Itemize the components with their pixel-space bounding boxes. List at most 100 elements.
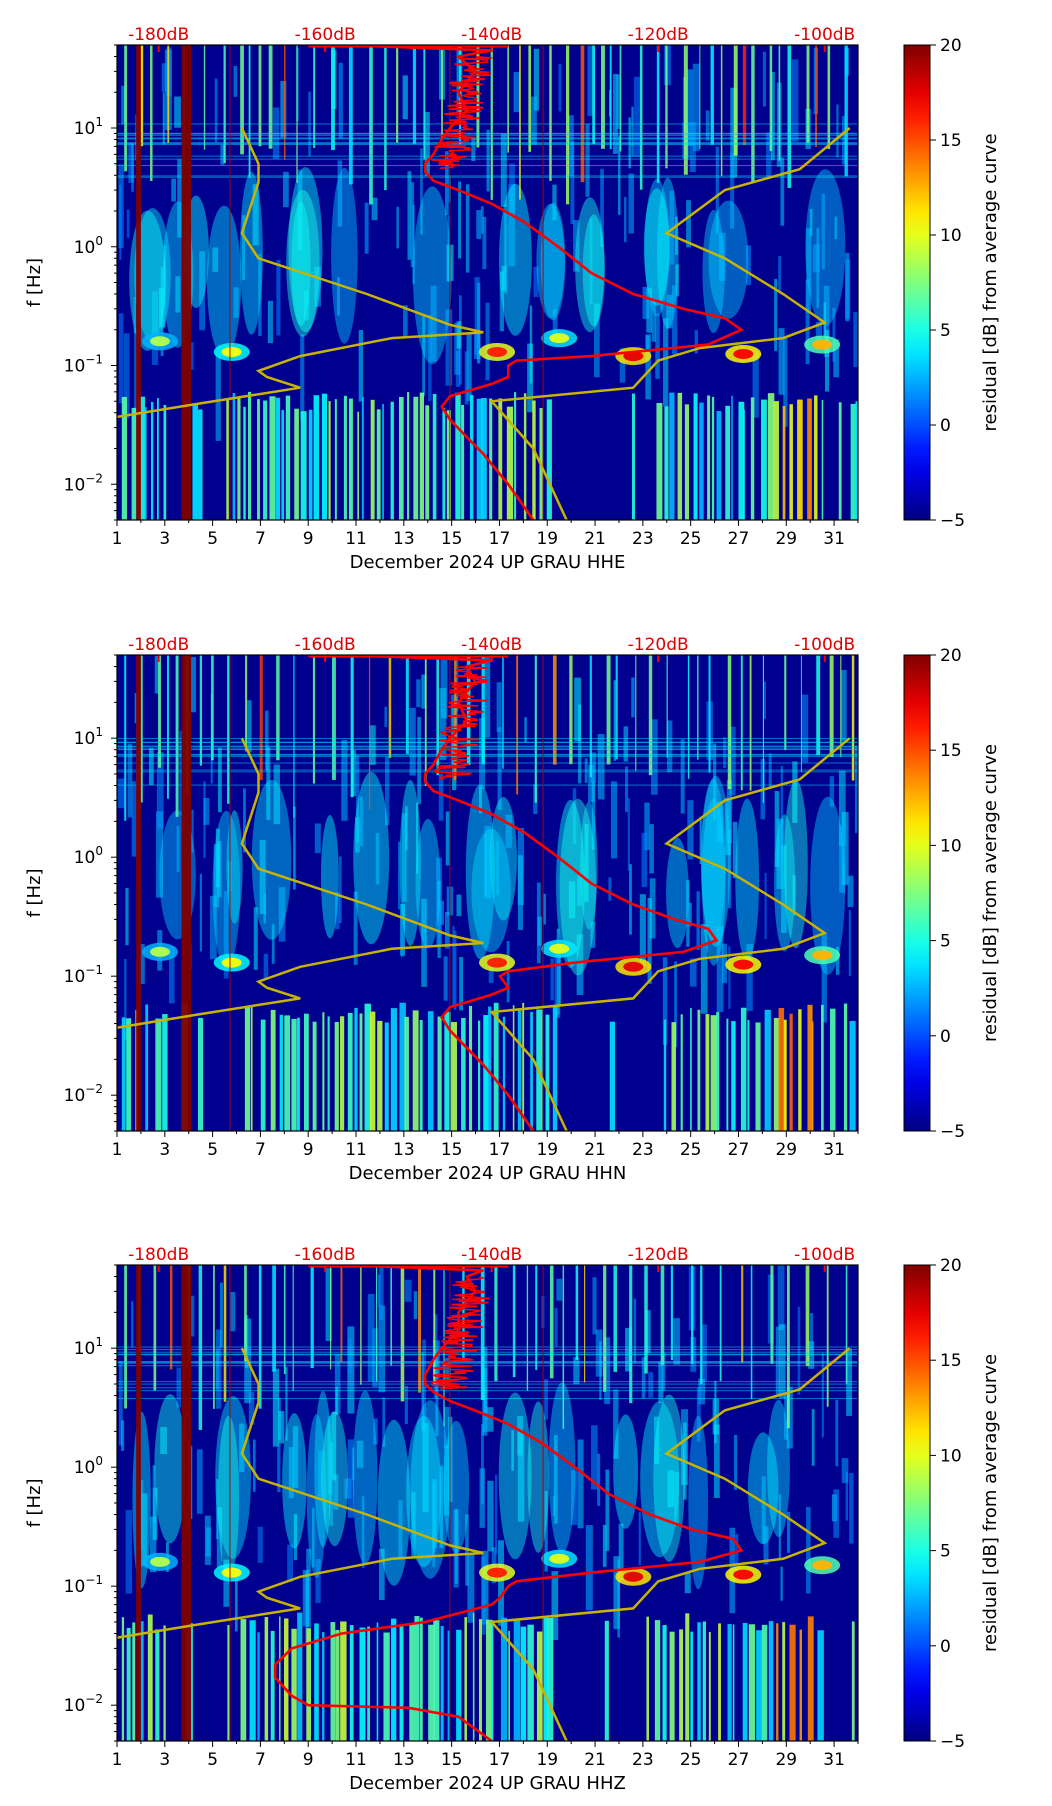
high-frequency-band	[615, 655, 618, 760]
spectrogram-cell	[484, 825, 492, 899]
low-frequency-band	[807, 398, 812, 520]
spectrogram-cell	[353, 891, 358, 965]
spectrogram-cell	[669, 190, 675, 265]
high-frequency-band	[396, 45, 399, 143]
x-tick-label: 17	[489, 1140, 511, 1160]
spectrogram-cell	[242, 215, 246, 280]
high-frequency-band	[787, 45, 792, 188]
x-tick-label: 9	[303, 529, 314, 549]
low-frequency-band	[157, 398, 159, 520]
low-frequency-band	[349, 1625, 354, 1741]
colorbar-tick-label: 5	[940, 321, 951, 341]
db-scale-label: -120dB	[628, 635, 689, 655]
microseism-plume	[288, 167, 323, 333]
y-tick-base: 10	[64, 967, 86, 987]
low-frequency-band	[327, 1016, 330, 1131]
spectrogram-cell	[497, 727, 502, 810]
low-frequency-band	[390, 1008, 397, 1131]
spectrogram-cell	[597, 734, 605, 800]
high-frequency-band	[158, 655, 161, 768]
noise-line	[117, 1353, 858, 1355]
low-frequency-band	[198, 409, 203, 520]
spectrogram-cell	[278, 887, 286, 942]
spectrogram-cell	[481, 1424, 484, 1505]
low-frequency-band	[697, 1622, 701, 1741]
hotspot	[487, 957, 508, 968]
spectrogram-cell	[439, 688, 447, 761]
low-frequency-band	[461, 404, 465, 520]
db-scale-label: -160dB	[295, 1245, 356, 1265]
x-tick-label: 17	[489, 529, 511, 549]
x-tick-label: 13	[393, 529, 415, 549]
spectrogram-cell	[421, 898, 427, 987]
spectrogram-cell	[118, 1361, 123, 1446]
spectrogram-cell	[728, 946, 731, 1009]
spectrogram-cell	[258, 253, 262, 336]
spectrogram-cell	[191, 809, 194, 853]
spectrogram-cell	[762, 51, 767, 107]
spectrogram-cell	[786, 1512, 791, 1553]
db-scale-label: -100dB	[794, 1245, 855, 1265]
x-tick-label: 11	[345, 529, 367, 549]
low-frequency-band	[476, 398, 484, 520]
spectrogram-cell	[432, 1340, 440, 1379]
high-frequency-band	[292, 1265, 294, 1391]
spectrogram-cell	[480, 206, 484, 234]
low-frequency-band	[425, 405, 430, 520]
low-frequency-band	[654, 1620, 661, 1741]
spectrogram-cell	[811, 1409, 815, 1466]
y-tick-base: 10	[64, 1577, 86, 1597]
spectrogram	[117, 655, 858, 1131]
low-frequency-band	[440, 1625, 444, 1741]
low-frequency-band	[291, 1018, 297, 1131]
spectrogram-cell	[834, 216, 838, 240]
high-frequency-band	[248, 45, 251, 178]
spectrogram-cell	[175, 276, 181, 313]
microseism-plume	[154, 1394, 186, 1544]
spectrogram-cell	[337, 160, 343, 227]
spectrogram-cell	[770, 71, 775, 161]
x-tick-label: 7	[255, 1140, 266, 1160]
spectrogram-cell	[422, 1423, 429, 1512]
spectrogram-cell	[496, 840, 500, 896]
microseism-plume	[805, 169, 846, 326]
low-frequency-band	[488, 1006, 492, 1131]
low-frequency-band	[306, 1628, 312, 1741]
low-frequency-band	[799, 1629, 803, 1741]
spectrogram-cell	[713, 1424, 720, 1498]
noise-line	[117, 745, 858, 747]
high-frequency-band	[124, 655, 127, 821]
low-frequency-band	[782, 1622, 786, 1741]
low-frequency-band	[464, 1617, 467, 1741]
high-frequency-band	[169, 1265, 173, 1370]
spectrogram-cell	[152, 1465, 156, 1523]
spectrogram-cell	[524, 717, 527, 743]
y-tick-exponent: −1	[85, 353, 103, 367]
spectrogram-cell	[809, 209, 813, 236]
spectrogram-cell	[833, 1489, 840, 1538]
spectrogram-cell	[133, 296, 136, 334]
spectrogram-cell	[212, 247, 219, 272]
high-frequency-band	[412, 45, 417, 144]
x-tick-label: 1	[112, 1750, 123, 1770]
spectrogram-cell	[259, 840, 266, 915]
spectrogram-cell	[168, 946, 175, 1004]
low-frequency-band	[782, 405, 786, 520]
high-frequency-band	[423, 45, 426, 160]
x-tick-label: 11	[345, 1750, 367, 1770]
low-frequency-band	[508, 1630, 510, 1741]
spectrogram-cell	[196, 1449, 203, 1514]
low-frequency-band	[725, 405, 731, 520]
hotspot	[623, 961, 644, 972]
spectrogram-cell	[397, 841, 401, 910]
low-frequency-band	[483, 1015, 490, 1131]
spectrogram-cell	[732, 821, 738, 879]
noise-line	[117, 143, 858, 145]
spectrogram-cell	[508, 184, 516, 267]
y-tick-base: 10	[64, 1086, 86, 1106]
low-frequency-band	[384, 1022, 389, 1131]
noise-line	[117, 1387, 858, 1389]
low-frequency-band	[248, 391, 252, 520]
high-frequency-band	[258, 1265, 262, 1409]
low-frequency-band	[517, 1009, 522, 1131]
